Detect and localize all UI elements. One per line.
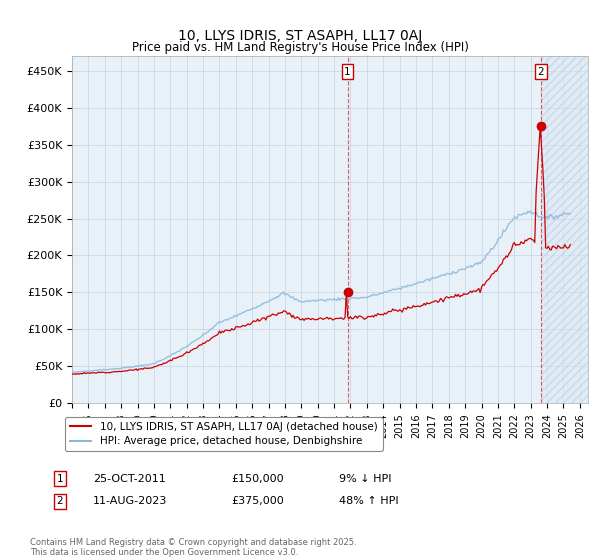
Text: £150,000: £150,000	[231, 474, 284, 484]
Legend: 10, LLYS IDRIS, ST ASAPH, LL17 0AJ (detached house), HPI: Average price, detache: 10, LLYS IDRIS, ST ASAPH, LL17 0AJ (deta…	[65, 417, 383, 451]
Text: 25-OCT-2011: 25-OCT-2011	[93, 474, 166, 484]
Text: 48% ↑ HPI: 48% ↑ HPI	[339, 496, 398, 506]
Text: 1: 1	[344, 67, 351, 77]
Text: Price paid vs. HM Land Registry's House Price Index (HPI): Price paid vs. HM Land Registry's House …	[131, 41, 469, 54]
Text: 10, LLYS IDRIS, ST ASAPH, LL17 0AJ: 10, LLYS IDRIS, ST ASAPH, LL17 0AJ	[178, 29, 422, 44]
Bar	[541, 56, 588, 403]
Text: 2: 2	[538, 67, 544, 77]
Text: 1: 1	[56, 474, 64, 484]
Text: 2: 2	[56, 496, 64, 506]
Text: Contains HM Land Registry data © Crown copyright and database right 2025.
This d: Contains HM Land Registry data © Crown c…	[30, 538, 356, 557]
Text: 9% ↓ HPI: 9% ↓ HPI	[339, 474, 391, 484]
Text: 11-AUG-2023: 11-AUG-2023	[93, 496, 167, 506]
Text: £375,000: £375,000	[231, 496, 284, 506]
